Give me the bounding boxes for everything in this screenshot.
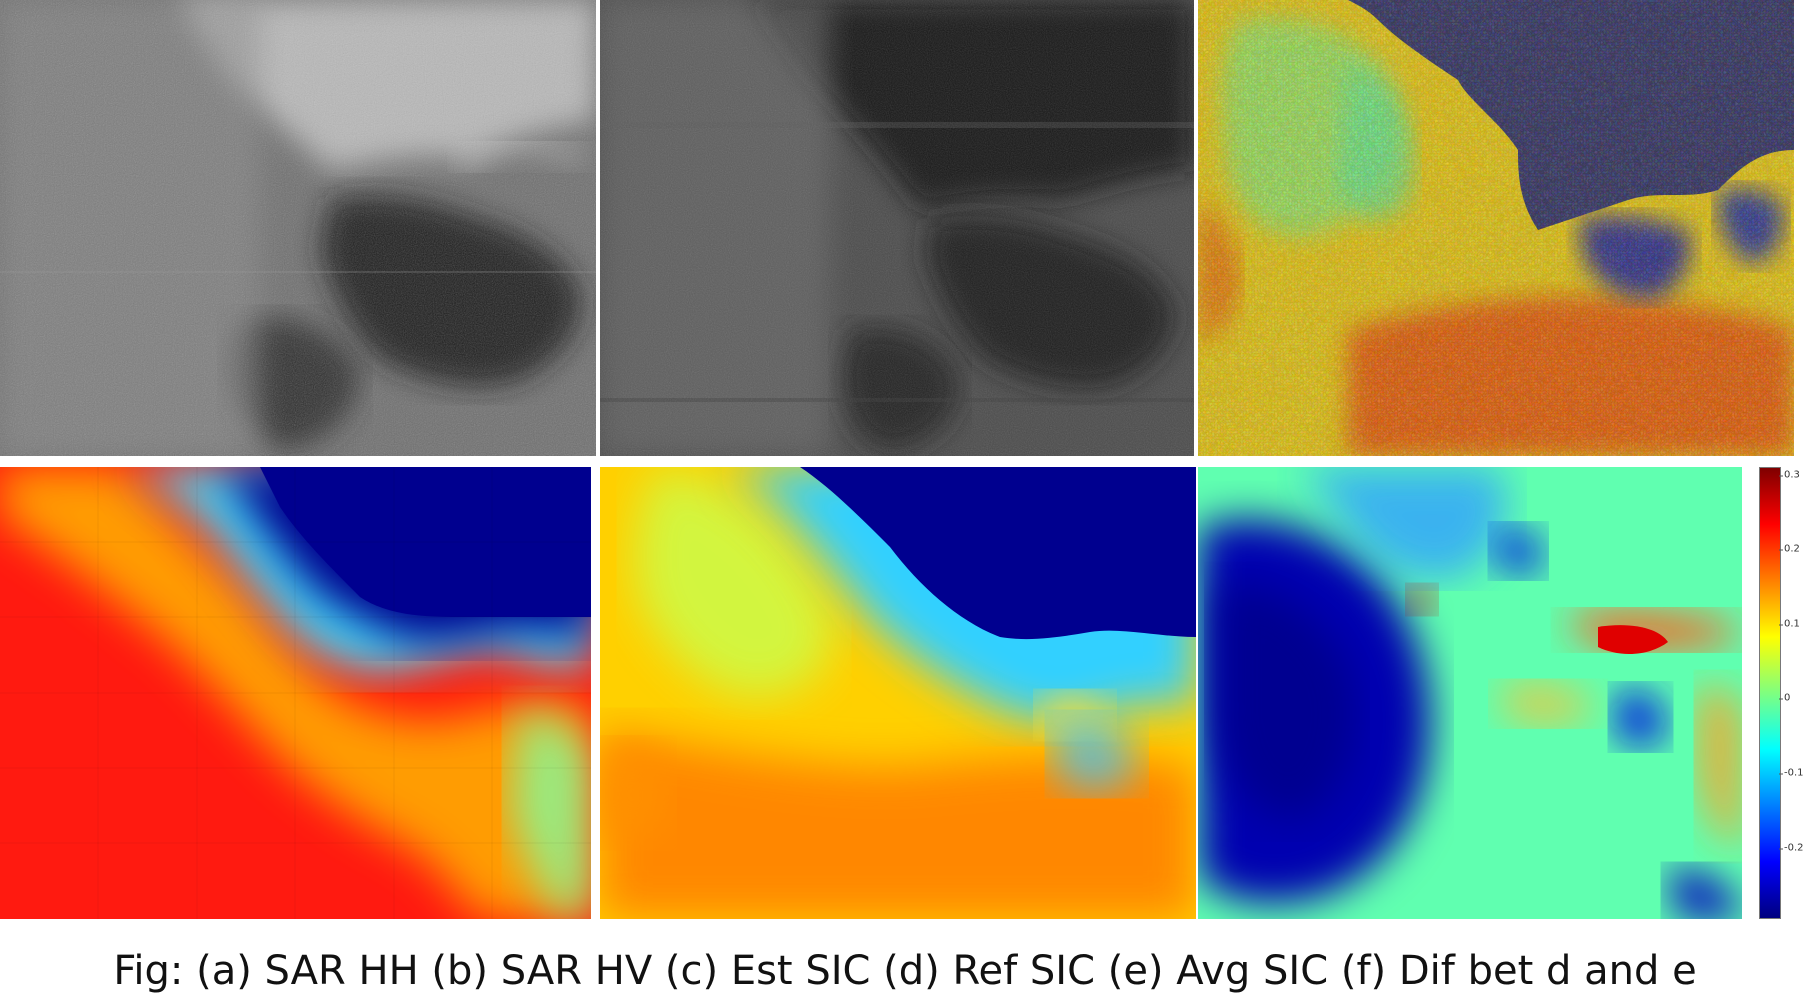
figure-caption: Fig: (a) SAR HH (b) SAR HV (c) Est SIC (… — [113, 948, 1697, 994]
estimated-sic-map — [1198, 0, 1794, 456]
average-sic-map — [600, 467, 1196, 919]
sar-hv-image — [600, 0, 1194, 456]
colorbar-tick: 0.1 — [1779, 618, 1800, 630]
colorbar: 0.3 0.2 0.1 0 -0.1 -0.2 — [1759, 467, 1810, 919]
colorbar-tick: -0.2 — [1779, 842, 1804, 854]
colorbar-tick: 0 — [1778, 692, 1791, 704]
colorbar-tick: 0.2 — [1779, 543, 1800, 555]
colorbar-tick: 0.3 — [1779, 469, 1800, 481]
colorbar-tick: -0.1 — [1779, 767, 1804, 779]
difference-map — [1198, 467, 1742, 919]
reference-sic-map — [0, 467, 591, 919]
sar-hh-image — [0, 0, 596, 456]
colorbar-gradient — [1759, 467, 1781, 919]
